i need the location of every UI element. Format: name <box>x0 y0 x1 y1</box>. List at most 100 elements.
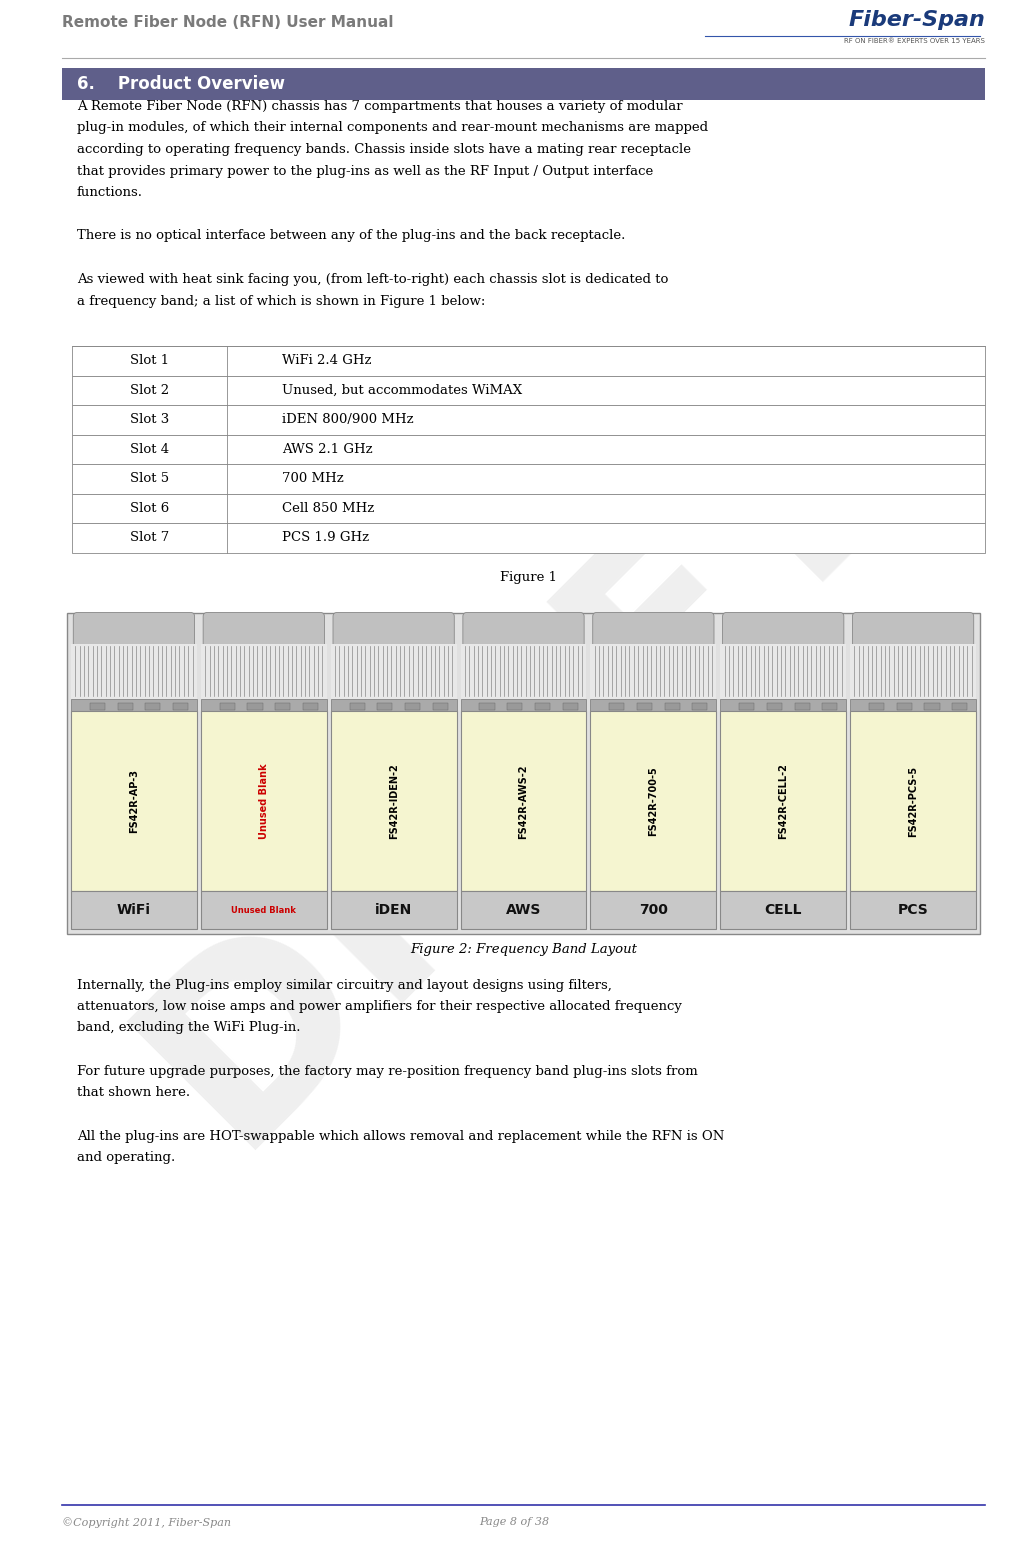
Text: As viewed with heat sink facing you, (from left-to-right) each chassis slot is d: As viewed with heat sink facing you, (fr… <box>77 273 668 287</box>
Text: PCS: PCS <box>897 903 928 917</box>
Text: 700: 700 <box>639 903 668 917</box>
Bar <box>200 700 327 712</box>
Text: FS42R-PCS-5: FS42R-PCS-5 <box>908 766 918 837</box>
Bar <box>562 703 578 710</box>
Bar <box>590 644 717 700</box>
Text: Slot 1: Slot 1 <box>130 354 169 367</box>
Text: AWS 2.1 GHz: AWS 2.1 GHz <box>282 442 372 456</box>
Bar <box>276 703 290 710</box>
Bar <box>590 700 717 712</box>
Text: Unused, but accommodates WiMAX: Unused, but accommodates WiMAX <box>282 384 522 396</box>
Text: WiFi: WiFi <box>117 903 151 917</box>
FancyBboxPatch shape <box>463 612 584 649</box>
Bar <box>72 376 985 405</box>
Text: Figure 1: Figure 1 <box>500 570 557 584</box>
Text: attenuators, low noise amps and power amplifiers for their respective allocated : attenuators, low noise amps and power am… <box>77 1000 682 1012</box>
Text: iDEN: iDEN <box>375 903 412 917</box>
Text: FS42R-AP-3: FS42R-AP-3 <box>128 769 139 834</box>
Text: Internally, the Plug-ins employ similar circuitry and layout designs using filte: Internally, the Plug-ins employ similar … <box>77 979 612 991</box>
Bar <box>721 644 846 700</box>
Bar <box>71 644 196 700</box>
Text: There is no optical interface between any of the plug-ins and the back receptacl: There is no optical interface between an… <box>77 230 625 242</box>
FancyBboxPatch shape <box>73 612 194 649</box>
Bar <box>331 700 456 712</box>
Text: that provides primary power to the plug-ins as well as the RF Input / Output int: that provides primary power to the plug-… <box>77 165 653 177</box>
Text: FS42R-AWS-2: FS42R-AWS-2 <box>518 764 528 838</box>
Text: RF ON FIBER® EXPERTS OVER 15 YEARS: RF ON FIBER® EXPERTS OVER 15 YEARS <box>844 39 985 45</box>
Bar <box>693 703 707 710</box>
Bar <box>637 703 652 710</box>
Bar <box>350 703 365 710</box>
Text: band, excluding the WiFi Plug-in.: band, excluding the WiFi Plug-in. <box>77 1022 300 1034</box>
Bar <box>896 703 912 710</box>
Bar <box>145 703 160 710</box>
Bar <box>72 493 985 522</box>
Text: Unused Blank: Unused Blank <box>231 906 296 915</box>
Text: Unused Blank: Unused Blank <box>259 764 268 840</box>
Bar <box>200 712 327 892</box>
Bar <box>610 703 624 710</box>
Bar <box>200 892 327 929</box>
Bar <box>72 435 985 464</box>
Bar <box>767 703 782 710</box>
Text: that shown here.: that shown here. <box>77 1086 190 1099</box>
Text: ©Copyright 2011, Fiber-Span: ©Copyright 2011, Fiber-Span <box>62 1516 231 1527</box>
Text: DRAFT: DRAFT <box>98 354 930 1187</box>
Text: Slot 7: Slot 7 <box>130 532 170 544</box>
Bar <box>433 703 448 710</box>
Bar <box>924 703 940 710</box>
Bar <box>461 700 586 712</box>
Bar <box>721 712 846 892</box>
Text: Slot 5: Slot 5 <box>130 472 169 485</box>
Bar <box>507 703 522 710</box>
Bar <box>331 644 456 700</box>
Bar <box>200 644 327 700</box>
Text: functions.: functions. <box>77 186 143 199</box>
Bar <box>590 892 717 929</box>
Bar <box>461 892 586 929</box>
Bar <box>739 703 755 710</box>
FancyBboxPatch shape <box>204 612 325 649</box>
Bar <box>822 703 838 710</box>
FancyBboxPatch shape <box>333 612 454 649</box>
Text: FS42R-700-5: FS42R-700-5 <box>649 766 658 837</box>
Text: PCS 1.9 GHz: PCS 1.9 GHz <box>282 532 369 544</box>
FancyBboxPatch shape <box>723 612 844 649</box>
Bar <box>331 712 456 892</box>
Text: AWS: AWS <box>506 903 541 917</box>
Bar <box>72 464 985 493</box>
Bar <box>220 703 234 710</box>
Bar <box>71 712 196 892</box>
Bar <box>377 703 393 710</box>
FancyBboxPatch shape <box>852 612 974 649</box>
Bar <box>535 703 550 710</box>
Bar <box>850 892 976 929</box>
Bar <box>331 892 456 929</box>
Text: 6.    Product Overview: 6. Product Overview <box>77 76 285 92</box>
Bar <box>117 703 133 710</box>
FancyBboxPatch shape <box>593 612 714 649</box>
Bar <box>62 68 985 100</box>
Bar <box>850 700 976 712</box>
Bar <box>461 644 586 700</box>
Bar <box>248 703 262 710</box>
Text: Page 8 of 38: Page 8 of 38 <box>479 1516 549 1527</box>
Text: iDEN 800/900 MHz: iDEN 800/900 MHz <box>282 413 413 427</box>
Bar <box>795 703 810 710</box>
Text: Slot 4: Slot 4 <box>130 442 169 456</box>
Text: Remote Fiber Node (RFN) User Manual: Remote Fiber Node (RFN) User Manual <box>62 15 394 29</box>
Bar <box>721 700 846 712</box>
Text: 700 MHz: 700 MHz <box>282 472 343 485</box>
Bar <box>590 712 717 892</box>
Bar <box>67 612 980 934</box>
Bar <box>665 703 680 710</box>
Bar <box>89 703 105 710</box>
Text: FS42R-CELL-2: FS42R-CELL-2 <box>778 763 788 840</box>
Text: Slot 2: Slot 2 <box>130 384 169 396</box>
Text: For future upgrade purposes, the factory may re-position frequency band plug-ins: For future upgrade purposes, the factory… <box>77 1065 698 1079</box>
Bar <box>72 347 985 376</box>
Text: All the plug-ins are HOT-swappable which allows removal and replacement while th: All the plug-ins are HOT-swappable which… <box>77 1130 725 1143</box>
Text: Figure 2: Frequency Band Layout: Figure 2: Frequency Band Layout <box>410 943 637 957</box>
Bar <box>71 892 196 929</box>
Text: CELL: CELL <box>765 903 802 917</box>
